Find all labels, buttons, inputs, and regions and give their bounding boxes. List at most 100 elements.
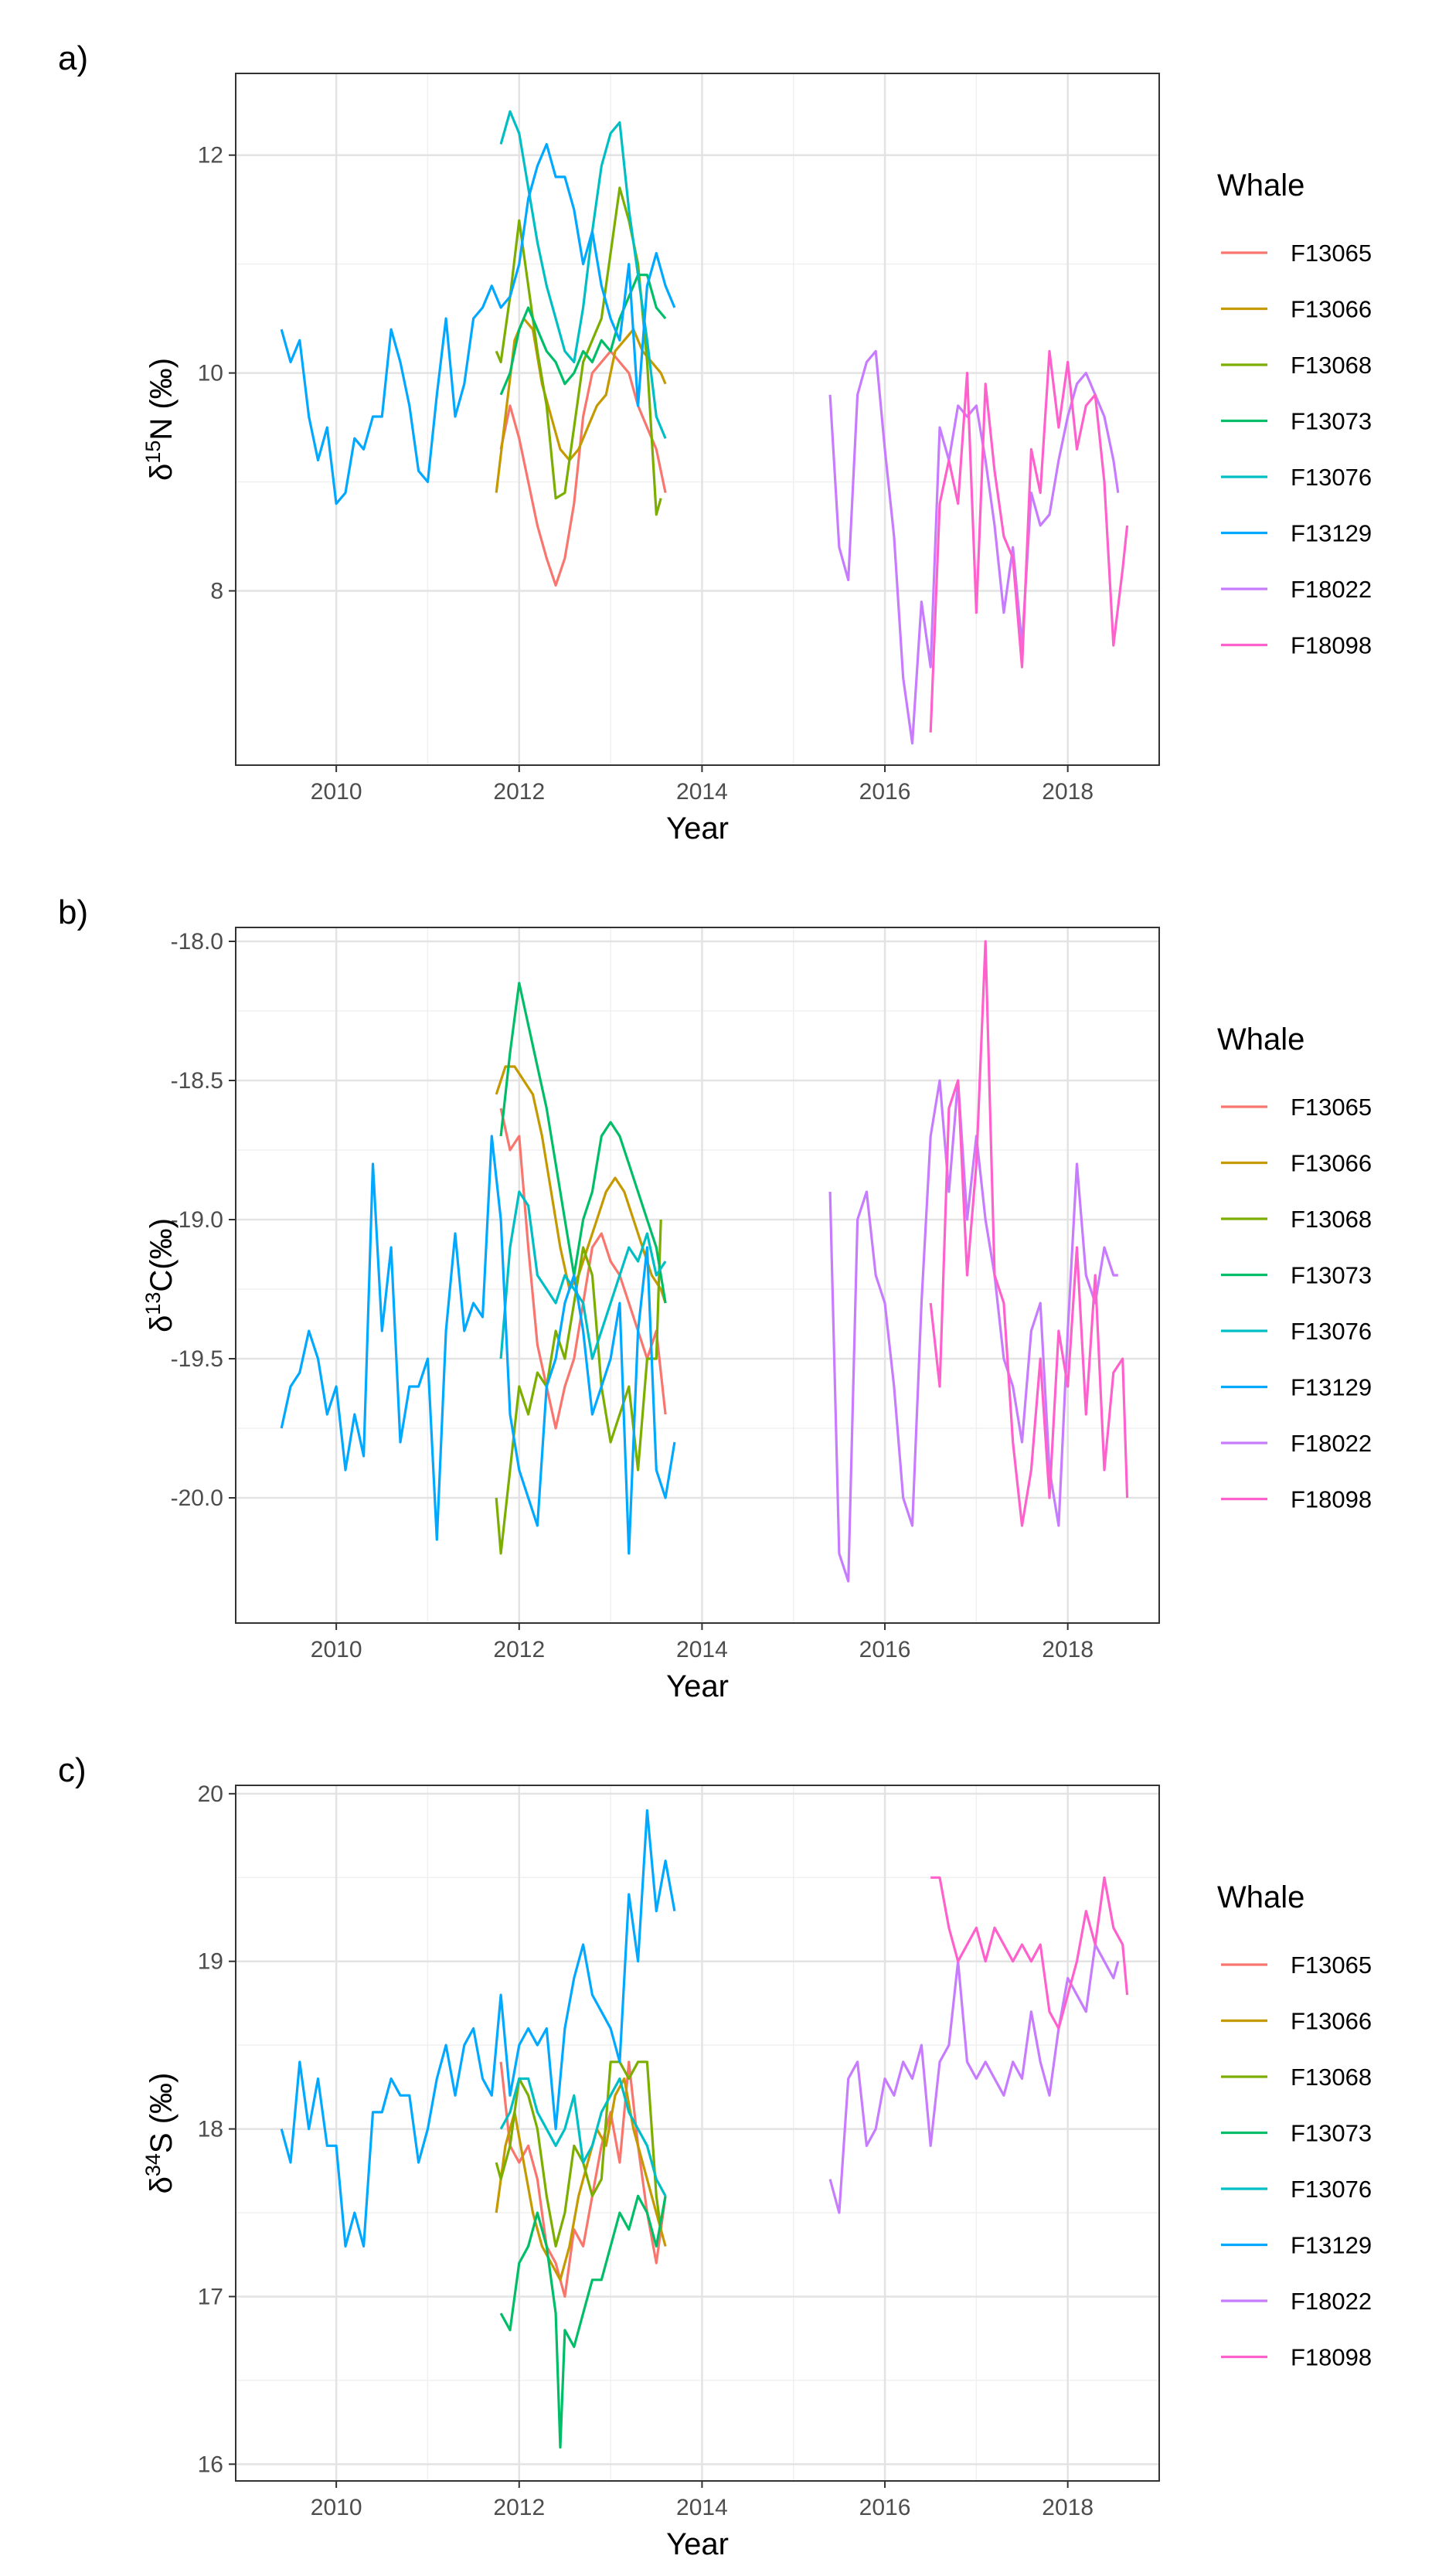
plot-border bbox=[235, 1785, 1160, 2482]
y-tick-label: 16 bbox=[198, 2452, 223, 2477]
legend-label-f13129: F13129 bbox=[1291, 2232, 1372, 2259]
series-line-f18098 bbox=[929, 940, 1129, 1527]
y-axis-title: δ15N (‰) bbox=[141, 358, 179, 481]
series-line-f13068 bbox=[495, 2060, 662, 2248]
legend-label-f18098: F18098 bbox=[1291, 632, 1372, 659]
legend-label-f18022: F18022 bbox=[1291, 2288, 1372, 2315]
chart-panel-3: 2010 2012 2014 2016 2018 16 17 18 19 20 Year δ34S (… bbox=[58, 1751, 1372, 2561]
legend-label-f13076: F13076 bbox=[1291, 2176, 1372, 2203]
series-line-f13129 bbox=[280, 1809, 676, 2248]
y-axis-title: δ34S (‰) bbox=[141, 2073, 179, 2194]
legend-title: Whale bbox=[1217, 1880, 1304, 1914]
series-line-f18098 bbox=[930, 1876, 1129, 2030]
x-axis-title: Year bbox=[666, 812, 729, 846]
series-line-f13073 bbox=[499, 982, 667, 1304]
series-lines bbox=[280, 940, 1129, 1583]
series-line-f13076 bbox=[499, 2077, 667, 2197]
y-axis-title-text: S (‰) bbox=[145, 2073, 179, 2153]
x-tick-label: 2016 bbox=[859, 2495, 911, 2520]
legend-label-f13068: F13068 bbox=[1291, 2064, 1372, 2091]
y-tick-label: -18.0 bbox=[171, 929, 223, 955]
panel-label: a) bbox=[58, 39, 88, 77]
x-tick-label: 2010 bbox=[311, 1637, 362, 1662]
series-line-f13129 bbox=[280, 1135, 676, 1555]
y-axis-title-symbol: δ bbox=[145, 1315, 179, 1332]
y-tick-label: -20.0 bbox=[171, 1485, 223, 1511]
legend-title: Whale bbox=[1217, 1023, 1304, 1057]
y-axis-title-symbol: δ bbox=[145, 464, 179, 481]
legend-label-f18022: F18022 bbox=[1291, 1430, 1372, 1457]
x-tick-label: 2016 bbox=[859, 1637, 911, 1662]
x-tick-label: 2014 bbox=[676, 2495, 728, 2520]
plot-background bbox=[236, 927, 1159, 1623]
legend: Whale F13065 F13066 F13068 F13073 F13076 F1312… bbox=[1217, 168, 1372, 659]
y-tick-label: 10 bbox=[198, 361, 223, 386]
series-line-f18098 bbox=[929, 349, 1129, 733]
legend: Whale F13065 F13066 F13068 F13073 F13076 F1312… bbox=[1217, 1880, 1372, 2371]
x-tick-label: 2018 bbox=[1042, 779, 1094, 805]
y-tick-label: -18.5 bbox=[171, 1068, 223, 1094]
panel-label: c) bbox=[58, 1751, 87, 1789]
legend-label-f13129: F13129 bbox=[1291, 520, 1372, 547]
legend-label-f18098: F18098 bbox=[1291, 1486, 1372, 1513]
legend: Whale F13065 F13066 F13068 F13073 F13076 F1312… bbox=[1217, 1023, 1372, 1513]
x-tick-label: 2014 bbox=[676, 779, 728, 805]
series-lines bbox=[280, 1809, 1129, 2449]
y-tick-label: 18 bbox=[198, 2117, 223, 2142]
legend-label-f13068: F13068 bbox=[1291, 352, 1372, 379]
series-line-f13066 bbox=[495, 1065, 667, 1304]
y-tick-label: 12 bbox=[198, 143, 223, 168]
series-line-f13066 bbox=[495, 317, 667, 493]
x-tick-label: 2012 bbox=[493, 779, 545, 805]
x-tick-label: 2012 bbox=[493, 1637, 545, 1662]
x-tick-label: 2016 bbox=[859, 779, 911, 805]
legend-label-f13073: F13073 bbox=[1291, 408, 1372, 435]
legend-label-f18022: F18022 bbox=[1291, 576, 1372, 603]
y-axis-title-superscript: 15 bbox=[141, 441, 165, 464]
series-lines bbox=[280, 110, 1129, 745]
x-tick-label: 2018 bbox=[1042, 2495, 1094, 2520]
x-tick-label: 2010 bbox=[311, 2495, 362, 2520]
series-line-f13068 bbox=[495, 1219, 662, 1555]
series-line-f13129 bbox=[280, 143, 676, 505]
plot-background bbox=[236, 73, 1159, 765]
y-axis-title-symbol: δ bbox=[145, 2176, 179, 2193]
x-tick-label: 2018 bbox=[1042, 1637, 1094, 1662]
plot-border bbox=[235, 73, 1160, 766]
y-tick-label: 20 bbox=[198, 1781, 223, 1807]
series-line-f13076 bbox=[499, 110, 667, 439]
legend-label-f13065: F13065 bbox=[1291, 1094, 1372, 1121]
legend-label-f13066: F13066 bbox=[1291, 296, 1372, 323]
legend-label-f13065: F13065 bbox=[1291, 1952, 1372, 1979]
y-tick-label: 19 bbox=[198, 1949, 223, 1975]
chart-panel-1: 2010 2012 2014 2016 2018 8 10 12 Year δ15N (‰) a) W… bbox=[58, 39, 1372, 846]
series-line-f18022 bbox=[828, 1943, 1120, 2214]
legend-label-f13065: F13065 bbox=[1291, 240, 1372, 267]
series-line-f18022 bbox=[828, 349, 1120, 745]
x-tick-label: 2014 bbox=[676, 1637, 728, 1662]
x-tick-label: 2010 bbox=[311, 779, 362, 805]
legend-label-f13068: F13068 bbox=[1291, 1206, 1372, 1233]
y-tick-label: 8 bbox=[210, 578, 223, 604]
legend-label-f13066: F13066 bbox=[1291, 1150, 1372, 1177]
legend-title: Whale bbox=[1217, 168, 1304, 202]
x-tick-label: 2012 bbox=[493, 2495, 545, 2520]
y-axis-title-text: C(‰) bbox=[145, 1218, 179, 1292]
y-axis-title: δ13C(‰) bbox=[141, 1218, 179, 1332]
legend-label-f13129: F13129 bbox=[1291, 1374, 1372, 1401]
y-tick-label: -19.5 bbox=[171, 1346, 223, 1372]
plot-background bbox=[236, 1785, 1159, 2481]
legend-label-f13073: F13073 bbox=[1291, 1262, 1372, 1289]
y-axis-title-superscript: 13 bbox=[141, 1292, 165, 1315]
panel-label: b) bbox=[58, 893, 88, 931]
x-axis-title: Year bbox=[666, 2527, 729, 2561]
legend-label-f13066: F13066 bbox=[1291, 2008, 1372, 2035]
plot-border bbox=[235, 927, 1160, 1624]
y-axis-title-text: N (‰) bbox=[145, 358, 179, 441]
series-line-f13066 bbox=[495, 2077, 667, 2282]
legend-label-f13073: F13073 bbox=[1291, 2120, 1372, 2147]
x-axis-title: Year bbox=[666, 1669, 729, 1703]
y-axis-title-superscript: 34 bbox=[141, 2153, 165, 2176]
